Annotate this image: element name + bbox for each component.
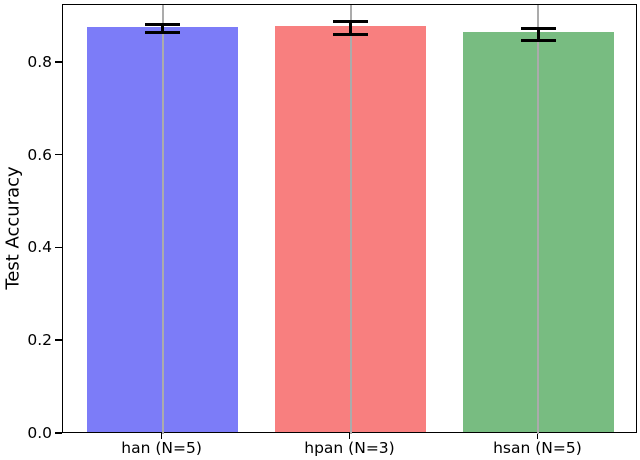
y-axis-title-text: Test Accuracy [2, 166, 24, 290]
errorbar-cap-bottom-hsan [520, 38, 556, 42]
y-tick-mark [55, 339, 62, 341]
plot-area [62, 4, 637, 434]
errorbar-cap-bottom-hpan [333, 33, 368, 37]
errorbar-line-hpan [349, 21, 352, 35]
y-tick-label: 0.8 [27, 52, 52, 71]
errorbar-cap-bottom-han [145, 30, 181, 34]
y-tick-mark [55, 153, 62, 156]
x-tick-mark-hpan [348, 433, 351, 439]
x-tick-label-hsan: hsan (N=5) [493, 439, 582, 457]
y-tick-label: 0.4 [27, 238, 52, 257]
errorbar-cap-top-hpan [333, 20, 368, 24]
y-tick-label: 0.6 [27, 145, 52, 164]
errorbar-cap-top-hsan [520, 26, 556, 30]
errorbar-cap-top-han [145, 23, 181, 27]
gridline-hpan [349, 5, 352, 434]
gridline-hsan [537, 5, 540, 434]
x-tick-mark-han [160, 433, 163, 439]
x-tick-label-hpan: hpan (N=3) [304, 439, 395, 457]
y-tick-mark [55, 246, 62, 249]
errorbar-line-han [161, 24, 164, 33]
x-tick-mark-hsan [536, 433, 539, 439]
gridline-han [161, 5, 164, 434]
errorbar-line-hsan [537, 28, 540, 41]
y-tick-mark [55, 432, 62, 434]
y-tick-label: 0.2 [27, 331, 52, 350]
y-tick-mark [55, 61, 62, 63]
x-tick-label-han: han (N=5) [121, 439, 202, 457]
y-tick-label: 0.0 [27, 424, 52, 442]
